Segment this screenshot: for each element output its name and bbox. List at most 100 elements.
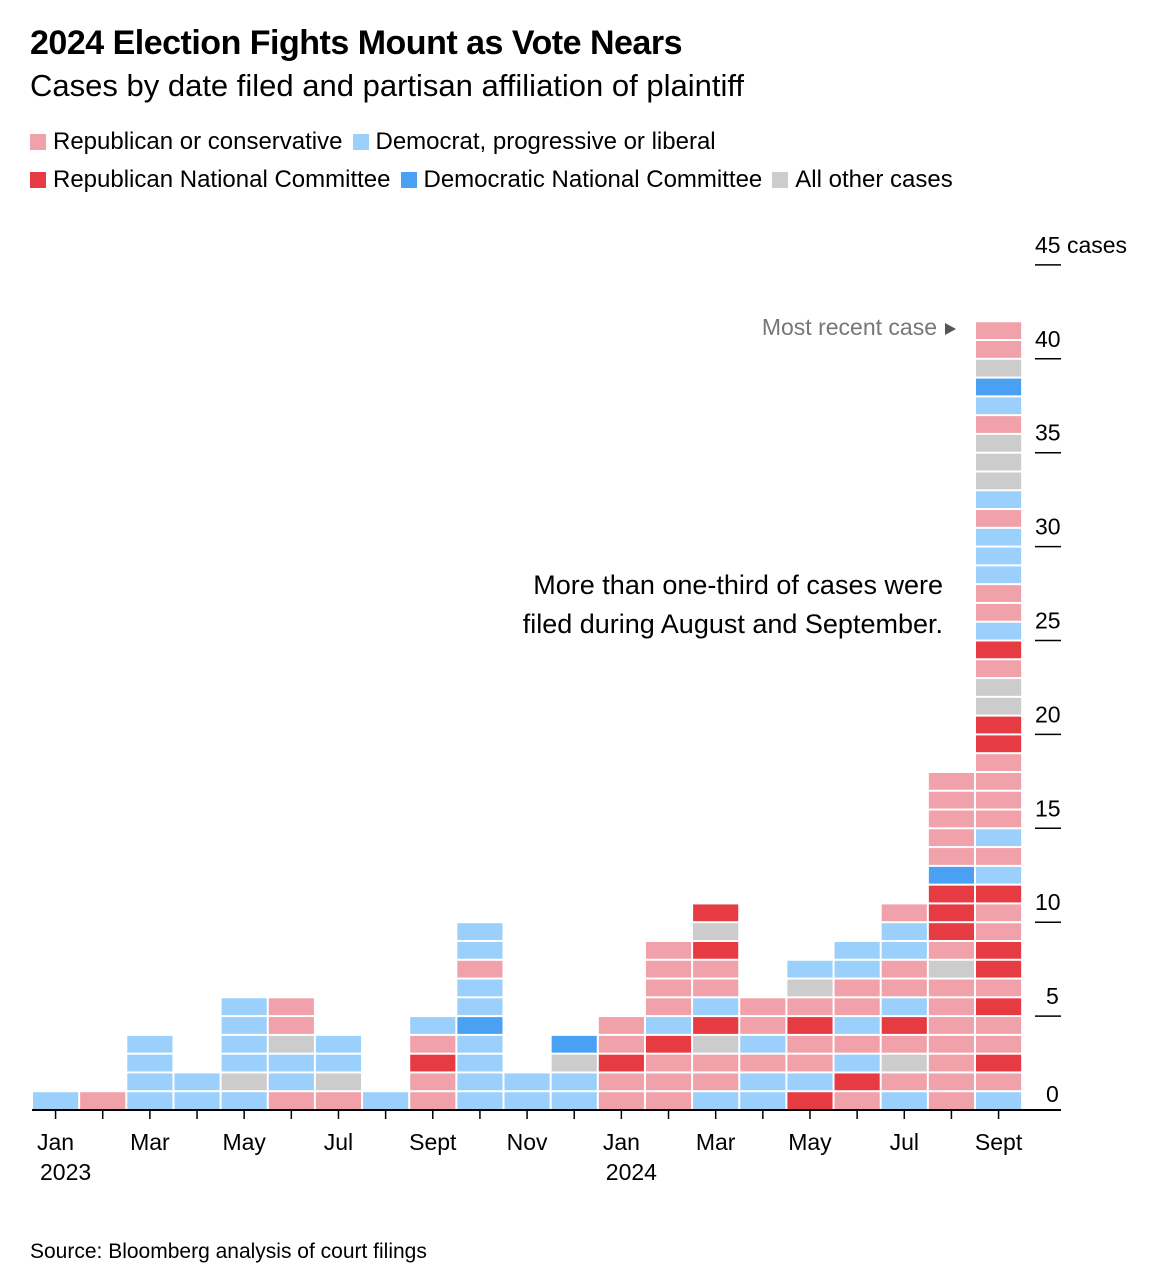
- case-cell-rep: [268, 1092, 314, 1109]
- case-cell-dem: [976, 866, 1022, 884]
- arrow-right-icon: [945, 323, 956, 335]
- legend-swatch: [400, 172, 417, 188]
- x-tick-label: Nov: [507, 1129, 548, 1155]
- case-cell-rep: [976, 510, 1022, 527]
- y-tick-label: 15: [1035, 795, 1061, 821]
- bar-dec-2023: [551, 1035, 597, 1109]
- case-cell-rep: [80, 1092, 126, 1109]
- case-cell-rep: [787, 1054, 833, 1072]
- case-cell-rep: [693, 1073, 739, 1091]
- x-tick-label: May: [222, 1129, 266, 1155]
- x-tick-label: May: [788, 1129, 832, 1155]
- case-cell-dem: [221, 1035, 267, 1053]
- x-tick-year: 2023: [40, 1159, 91, 1185]
- case-cell-rep: [928, 772, 974, 790]
- case-cell-rep: [881, 979, 927, 997]
- case-cell-rnc: [976, 960, 1022, 978]
- case-cell-oth: [693, 923, 739, 940]
- case-cell-rep: [834, 1092, 880, 1109]
- case-cell-dem: [315, 1035, 362, 1053]
- bar-feb-2024: [645, 941, 692, 1109]
- legend-item-dnc: Democratic National Committee: [400, 166, 762, 194]
- case-cell-rep: [410, 1092, 456, 1109]
- x-tick-label: Mar: [696, 1129, 736, 1155]
- case-cell-rnc: [693, 1017, 739, 1034]
- case-cell-dem: [834, 941, 880, 959]
- x-tick-label: Jul: [890, 1129, 919, 1155]
- bar-aug-2024: [928, 772, 974, 1109]
- bar-jul-2023: [315, 1035, 362, 1109]
- legend-item-rep: Republican or conservative: [30, 128, 343, 156]
- bar-sept-2024: [976, 322, 1022, 1109]
- x-tick-label: Sept: [409, 1129, 457, 1155]
- legend-swatch: [30, 172, 46, 188]
- case-cell-oth: [551, 1054, 597, 1072]
- case-cell-rep: [976, 754, 1022, 771]
- case-cell-rep: [976, 810, 1022, 828]
- case-cell-dem: [221, 998, 267, 1016]
- case-cell-dem: [221, 1017, 267, 1034]
- bar-may-2023: [221, 998, 267, 1109]
- case-cell-rnc: [928, 923, 974, 940]
- case-cell-rep: [976, 1017, 1022, 1034]
- case-cell-rep: [834, 979, 880, 997]
- case-cell-dem: [976, 829, 1022, 847]
- case-cell-dem: [976, 528, 1022, 546]
- case-cell-dem: [881, 941, 927, 959]
- case-cell-oth: [693, 1035, 739, 1053]
- annotation-line-1: More than one-third of cases were: [533, 570, 943, 600]
- case-cell-dem: [221, 1092, 267, 1109]
- case-cell-rep: [693, 979, 739, 997]
- case-cell-rep: [976, 660, 1022, 678]
- y-tick-label: 5: [1046, 983, 1059, 1009]
- case-cell-rep: [645, 998, 692, 1016]
- case-cell-dem: [127, 1073, 173, 1091]
- case-cell-oth: [976, 472, 1022, 490]
- case-cell-dem: [976, 566, 1022, 584]
- case-cell-dem: [787, 960, 833, 978]
- case-cell-rep: [834, 1035, 880, 1053]
- legend-label: Democrat, progressive or liberal: [375, 128, 716, 155]
- y-tick-label: 30: [1035, 514, 1061, 540]
- case-cell-rep: [976, 791, 1022, 809]
- case-cell-rep: [598, 1073, 644, 1091]
- legend-label: All other cases: [795, 166, 953, 193]
- legend-row-1: Republican or conservative Democrat, pro…: [30, 128, 716, 156]
- case-cell-rep: [693, 960, 739, 978]
- source-note: Source: Bloomberg analysis of court fili…: [30, 1240, 427, 1263]
- case-cell-rnc: [976, 941, 1022, 959]
- case-cell-rnc: [410, 1054, 456, 1072]
- case-cell-rep: [410, 1035, 456, 1053]
- case-cell-rnc: [693, 941, 739, 959]
- case-cell-rep: [645, 960, 692, 978]
- case-cell-rep: [834, 998, 880, 1016]
- case-cell-rep: [928, 829, 974, 847]
- case-cell-rep: [976, 1035, 1022, 1053]
- case-cell-dem: [881, 923, 927, 940]
- case-cell-rep: [268, 1017, 314, 1034]
- case-cell-rnc: [598, 1054, 644, 1072]
- bar-may-2024: [787, 960, 833, 1109]
- case-cell-rep: [881, 1035, 927, 1053]
- case-cell-dem: [504, 1092, 550, 1109]
- case-cell-dem: [174, 1092, 220, 1109]
- case-cell-oth: [881, 1054, 927, 1072]
- case-cell-oth: [976, 679, 1022, 696]
- legend-swatch: [30, 134, 46, 150]
- case-cell-dnc: [551, 1035, 597, 1053]
- case-cell-rep: [410, 1073, 456, 1091]
- case-cell-rep: [787, 998, 833, 1016]
- case-cell-dem: [740, 1092, 786, 1109]
- case-cell-dem: [834, 1017, 880, 1034]
- legend-item-dem: Democrat, progressive or liberal: [352, 128, 716, 156]
- case-cell-dem: [221, 1054, 267, 1072]
- case-cell-dem: [363, 1092, 409, 1109]
- case-cell-rnc: [834, 1073, 880, 1091]
- case-cell-oth: [976, 359, 1022, 377]
- bar-feb-2023: [80, 1092, 126, 1109]
- case-cell-oth: [976, 697, 1022, 715]
- y-tick-label: 0: [1046, 1081, 1059, 1107]
- case-cell-rep: [928, 1035, 974, 1053]
